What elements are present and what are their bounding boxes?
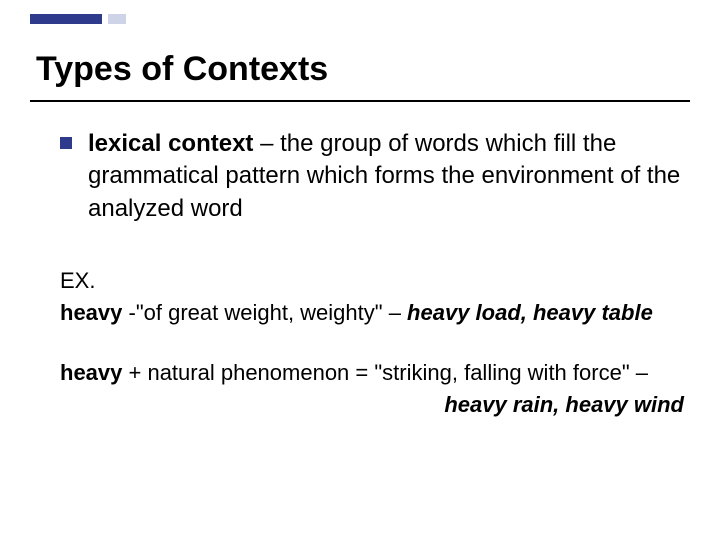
example-1-instances: heavy load, heavy table (407, 300, 653, 325)
slide-title: Types of Contexts (36, 50, 328, 89)
example-1-word: heavy (60, 300, 122, 325)
example-1: EX. heavy -"of great weight, weighty" – … (60, 265, 690, 329)
example-2-word: heavy (60, 360, 122, 385)
term-sep: – (253, 130, 280, 157)
bullet-item: lexical context – the group of words whi… (60, 128, 690, 225)
accent-block-secondary (108, 14, 126, 24)
example-2-instances: heavy rain, heavy wind (444, 392, 684, 417)
example-1-line: heavy -"of great weight, weighty" – heav… (60, 297, 690, 329)
example-2-line2: heavy rain, heavy wind (60, 389, 690, 421)
bullet-square-icon (60, 137, 72, 149)
header-accent (0, 0, 720, 30)
example-2-line1: heavy + natural phenomenon = "striking, … (60, 357, 690, 389)
example-1-def: -"of great weight, weighty" – (122, 300, 407, 325)
example-2: heavy + natural phenomenon = "striking, … (60, 357, 690, 421)
accent-block-primary (30, 14, 102, 24)
title-underline (30, 100, 690, 102)
slide-body: lexical context – the group of words whi… (60, 128, 690, 449)
example-2-formula: + natural phenomenon = "striking, fallin… (122, 360, 648, 385)
bullet-text: lexical context – the group of words whi… (88, 128, 690, 225)
term: lexical context (88, 130, 253, 157)
example-label: EX. (60, 265, 690, 297)
